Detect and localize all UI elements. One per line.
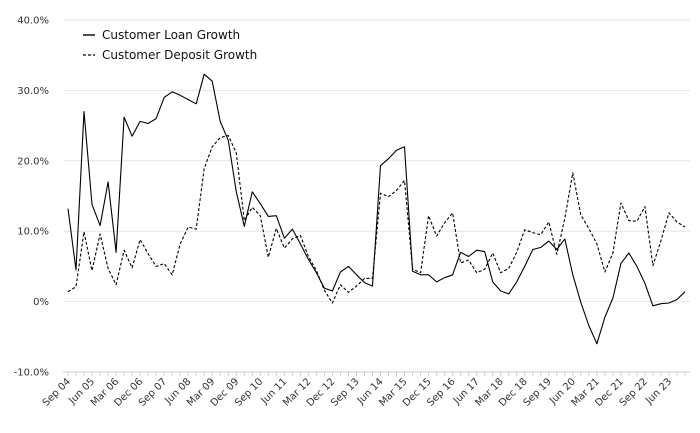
y-tick-label: 20.0%: [17, 156, 49, 167]
legend-label-loan: Customer Loan Growth: [102, 28, 240, 42]
y-tick-label: 30.0%: [17, 86, 49, 97]
x-tick-label: Sep 04: [41, 376, 73, 408]
series-line-customer-loan-growth: [67, 73, 686, 345]
series-lines: [67, 73, 686, 345]
series-line-customer-deposit-growth: [67, 134, 686, 304]
y-tick-label: -10.0%: [14, 368, 49, 379]
x-tick-label: Jun 23: [643, 376, 674, 407]
gridlines: [63, 19, 690, 373]
y-tick-label: 10.0%: [17, 227, 49, 238]
legend: Customer Loan Growth Customer Deposit Gr…: [83, 28, 257, 62]
y-axis-tick-labels: 40.0% 30.0% 20.0% 10.0% 0% -10.0%: [14, 16, 49, 379]
y-tick-label: 40.0%: [17, 16, 49, 27]
y-tick-label: 0%: [33, 297, 49, 308]
legend-label-deposit: Customer Deposit Growth: [102, 48, 257, 62]
